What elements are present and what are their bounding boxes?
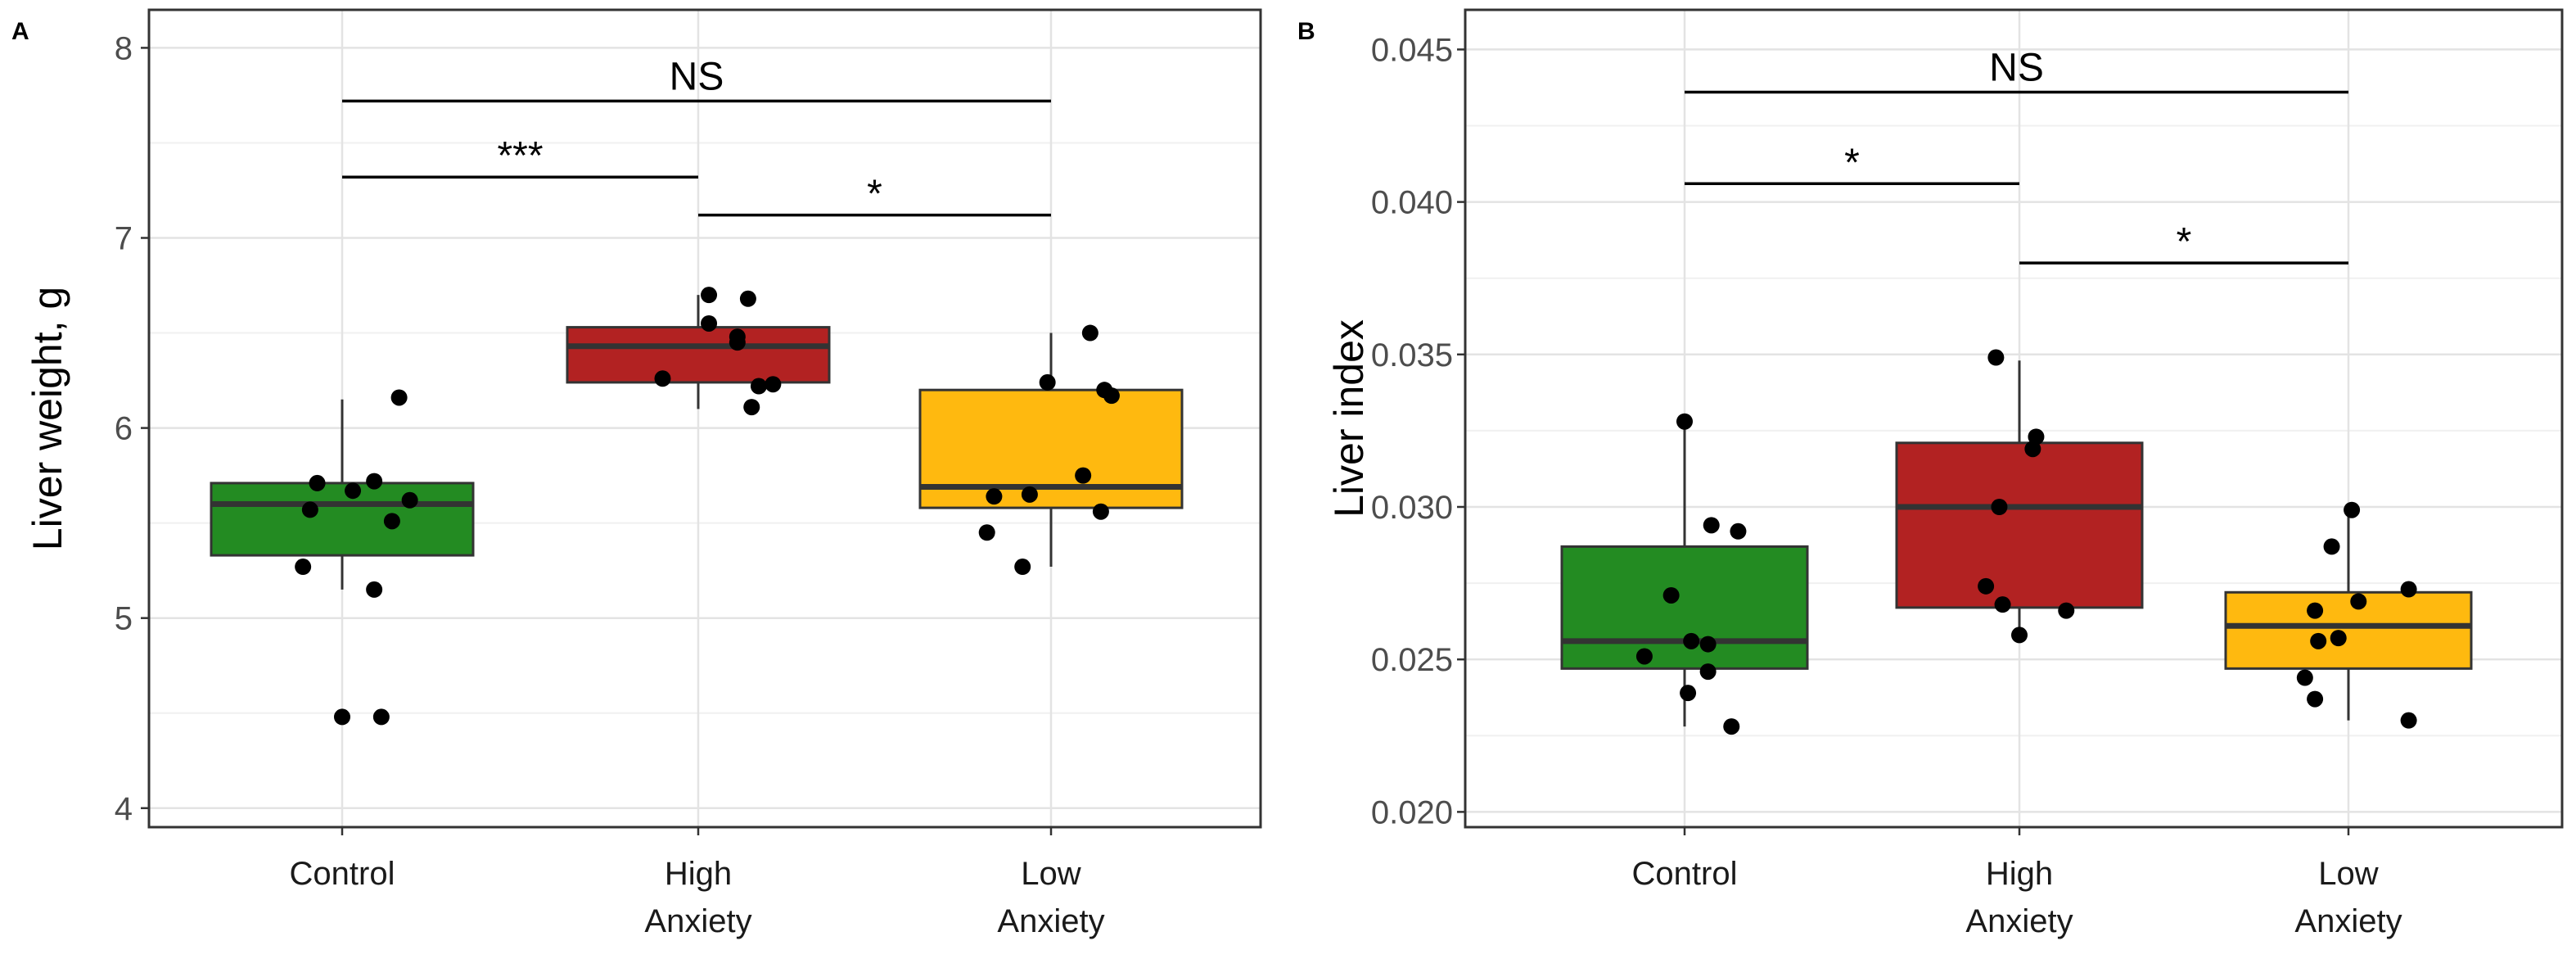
data-point (1021, 486, 1038, 503)
x-tick-label: High (1986, 856, 2053, 892)
data-point (654, 370, 671, 387)
x-tick-label: Control (1632, 856, 1738, 892)
data-point (1081, 324, 1099, 342)
data-point (1723, 718, 1740, 735)
x-tick-label: Low (2318, 856, 2378, 892)
significance-label: * (1844, 141, 1860, 184)
data-point (739, 290, 756, 307)
data-point (309, 474, 326, 491)
data-point (1662, 586, 1680, 604)
data-point (1103, 387, 1120, 405)
y-tick-label: 4 (115, 791, 133, 827)
significance-label: *** (497, 134, 543, 178)
data-point (1987, 349, 2005, 366)
data-point (2344, 501, 2361, 518)
data-point (1699, 636, 1717, 653)
y-tick-label: 0.030 (1371, 490, 1453, 526)
data-point (1014, 559, 1031, 576)
data-point (2400, 712, 2417, 729)
box-1 (566, 326, 831, 384)
data-point (2024, 441, 2041, 458)
data-point (372, 708, 390, 726)
data-point (2310, 632, 2327, 649)
data-point (2307, 690, 2324, 708)
data-point (1683, 632, 1700, 649)
data-point (1699, 663, 1717, 681)
panel-b: 0.020 0.025 0.030 0.035 0.040 0.045 Control Hig… (1297, 8, 2564, 939)
box-0 (1560, 545, 1809, 670)
box-2 (918, 388, 1184, 509)
data-point (383, 513, 400, 530)
data-point (2296, 669, 2313, 686)
data-point (1075, 467, 1092, 484)
data-point (1991, 498, 2008, 515)
data-point (750, 378, 767, 395)
panel-label: B (1297, 18, 1315, 45)
box-2 (2224, 590, 2473, 670)
data-point (729, 334, 746, 351)
x-tick-label: Control (290, 856, 395, 892)
data-point (2400, 581, 2417, 598)
data-point (2011, 627, 2028, 644)
x-tick-label: Anxiety (997, 903, 1104, 939)
significance-label: * (867, 173, 882, 216)
data-point (390, 389, 408, 406)
data-point (986, 488, 1003, 505)
y-tick-label: 5 (115, 601, 133, 637)
box-1 (1895, 441, 2144, 609)
data-point (2058, 602, 2075, 619)
data-point (295, 559, 312, 576)
data-point (2330, 630, 2347, 647)
y-axis-title: Liver weight, g (25, 287, 70, 550)
x-tick-label: High (665, 856, 732, 892)
plot-border (147, 8, 1262, 829)
plot-border (1464, 8, 2564, 829)
data-point (366, 473, 383, 490)
y-tick-label: 0.045 (1371, 32, 1453, 68)
y-tick-label: 6 (115, 411, 133, 447)
significance-label: * (2177, 220, 2192, 264)
data-point (1730, 522, 1747, 540)
data-point (743, 399, 760, 416)
data-point (1994, 596, 2011, 613)
data-point (366, 581, 383, 598)
data-point (978, 524, 995, 541)
y-tick-label: 7 (115, 221, 133, 257)
data-point (1039, 373, 1056, 391)
y-tick-label: 0.035 (1371, 337, 1453, 373)
y-tick-label: 0.025 (1371, 642, 1453, 678)
data-point (2323, 538, 2340, 555)
x-tick-label: Anxiety (2294, 903, 2402, 939)
data-point (345, 482, 362, 500)
y-tick-label: 0.040 (1371, 185, 1453, 221)
data-point (401, 491, 418, 509)
data-point (1676, 413, 1693, 430)
data-point (334, 708, 350, 726)
significance-label: NS (1989, 47, 2044, 90)
y-tick-label: 8 (115, 30, 133, 66)
data-point (1680, 685, 1697, 702)
data-point (1978, 577, 1995, 595)
data-point (701, 314, 718, 332)
x-tick-label: Anxiety (1965, 903, 2073, 939)
y-tick-label: 0.020 (1371, 794, 1453, 830)
box-0 (210, 482, 475, 557)
data-point (765, 376, 782, 393)
data-point (1635, 648, 1653, 665)
data-point (1703, 517, 1720, 534)
panel-label: A (11, 18, 29, 45)
data-point (2307, 602, 2324, 619)
data-point (701, 287, 718, 304)
y-axis-title: Liver index (1326, 319, 1372, 518)
significance-label: NS (670, 55, 724, 98)
data-point (2350, 593, 2367, 610)
x-tick-label: Low (1021, 856, 1080, 892)
data-point (301, 501, 318, 518)
x-tick-label: Anxiety (644, 903, 751, 939)
plot-background (1465, 10, 2562, 827)
data-point (1092, 503, 1109, 520)
